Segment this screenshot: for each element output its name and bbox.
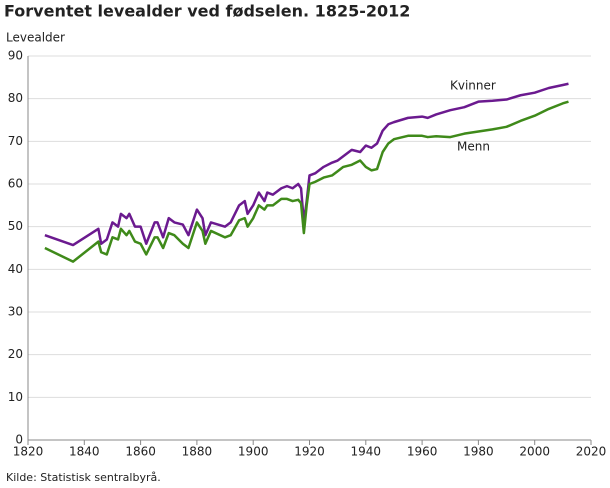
y-axis-label: Levealder	[6, 31, 65, 45]
series-label: Kvinner	[450, 79, 496, 93]
y-tick-label: 90	[8, 49, 23, 63]
x-tick-label: 2000	[519, 445, 550, 459]
x-tick-label: 2020	[576, 445, 607, 459]
y-tick-label: 50	[8, 219, 23, 233]
line	[44, 82, 569, 247]
y-tick-label: 30	[8, 305, 23, 319]
line	[44, 100, 569, 263]
y-tick-label: 80	[8, 91, 23, 105]
series-label: Menn	[457, 140, 490, 154]
y-tick-label: 70	[8, 134, 23, 148]
y-tick-label: 20	[8, 347, 23, 361]
y-tick-label: 10	[8, 390, 23, 404]
x-tick-label: 1900	[238, 445, 269, 459]
y-tick-label: 40	[8, 262, 23, 276]
source: Kilde: Statistisk sentralbyrå.	[6, 471, 161, 484]
x-tick-label: 1920	[294, 445, 325, 459]
x-tick-label: 1820	[13, 445, 44, 459]
x-tick-label: 1960	[407, 445, 438, 459]
x-tick-label: 1980	[463, 445, 494, 459]
x-tick-label: 1880	[182, 445, 213, 459]
y-tick-label: 60	[8, 177, 23, 191]
x-tick-label: 1840	[69, 445, 100, 459]
x-tick-label: 1940	[351, 445, 382, 459]
chart-title: Forventet levealder ved fødselen. 1825-2…	[4, 2, 410, 21]
y-tick-label: 0	[15, 433, 23, 447]
x-tick-label: 1860	[125, 445, 156, 459]
